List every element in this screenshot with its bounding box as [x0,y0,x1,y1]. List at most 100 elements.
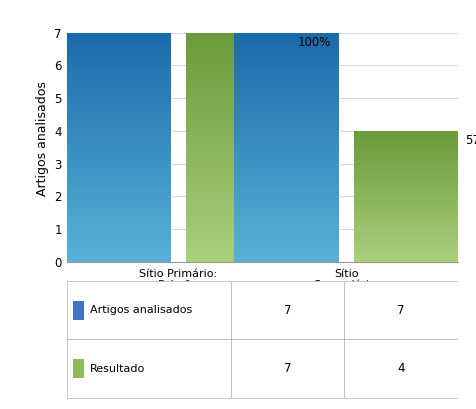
Bar [67,154,171,155]
Bar [67,187,171,189]
Bar [234,201,338,202]
Bar [234,116,338,117]
Bar [67,80,171,81]
Bar [67,83,171,84]
Bar [353,250,457,251]
Bar [234,234,338,236]
Bar [353,220,457,221]
Bar [186,104,290,105]
Bar [67,99,171,100]
Bar [67,164,171,166]
Bar [234,75,338,76]
Bar [186,145,290,146]
Bar [67,113,171,114]
Bar [234,133,338,135]
Bar [234,199,338,200]
Bar [186,156,290,157]
Y-axis label: Artigos analisados: Artigos analisados [36,82,49,196]
Bar [353,212,457,213]
Bar [353,150,457,151]
Bar [353,191,457,192]
Bar [353,248,457,249]
Bar [186,61,290,63]
Bar [67,216,171,217]
Bar [353,203,457,204]
Bar [353,148,457,149]
Bar [67,100,171,101]
Bar [186,54,290,56]
FancyBboxPatch shape [230,339,344,398]
Bar [353,185,457,186]
Bar [353,136,457,137]
Bar [186,83,290,84]
Bar [234,256,338,257]
Bar [234,156,338,157]
Bar [186,64,290,65]
Bar [234,73,338,74]
Bar [234,112,338,113]
Bar [186,135,290,136]
Bar [353,249,457,250]
Bar [186,87,290,88]
Text: 7: 7 [283,304,291,317]
Bar [234,52,338,53]
Bar [234,110,338,112]
Bar [186,224,290,225]
Bar [186,138,290,139]
Bar [67,93,171,94]
Bar [234,219,338,220]
Bar [234,198,338,199]
Bar [234,213,338,215]
Bar [234,176,338,177]
Bar [234,238,338,239]
Bar [353,202,457,203]
Bar [186,49,290,50]
Bar [67,137,171,138]
Bar [234,40,338,41]
Text: 100%: 100% [297,36,330,49]
Bar [186,159,290,160]
Bar [234,202,338,203]
Bar [186,231,290,232]
Bar [67,89,171,90]
Bar [67,148,171,150]
Bar [234,100,338,101]
Bar [186,167,290,168]
Bar [234,124,338,126]
Bar [234,209,338,210]
Bar [353,255,457,256]
Bar [234,139,338,140]
Bar [353,155,457,156]
Bar [186,43,290,44]
Bar [67,146,171,147]
Bar [186,63,290,64]
Bar [234,249,338,250]
Bar [234,168,338,169]
Bar [67,68,171,70]
Bar [186,47,290,49]
Bar [234,76,338,77]
Bar [186,56,290,57]
Text: 57%: 57% [465,134,476,147]
Bar [234,167,338,168]
Bar [353,192,457,193]
Bar [186,208,290,209]
Bar [353,168,457,169]
Bar [67,91,171,92]
Bar [234,123,338,124]
Bar [353,161,457,162]
Bar [353,240,457,241]
Bar [186,233,290,234]
Bar [186,259,290,261]
Bar [234,107,338,108]
Bar [67,114,171,115]
Bar [186,193,290,194]
Bar [234,137,338,138]
Bar [234,253,338,254]
Bar [67,47,171,49]
Bar [67,211,171,213]
Bar [67,191,171,192]
Bar [353,182,457,183]
Bar [353,256,457,257]
Bar [186,42,290,43]
